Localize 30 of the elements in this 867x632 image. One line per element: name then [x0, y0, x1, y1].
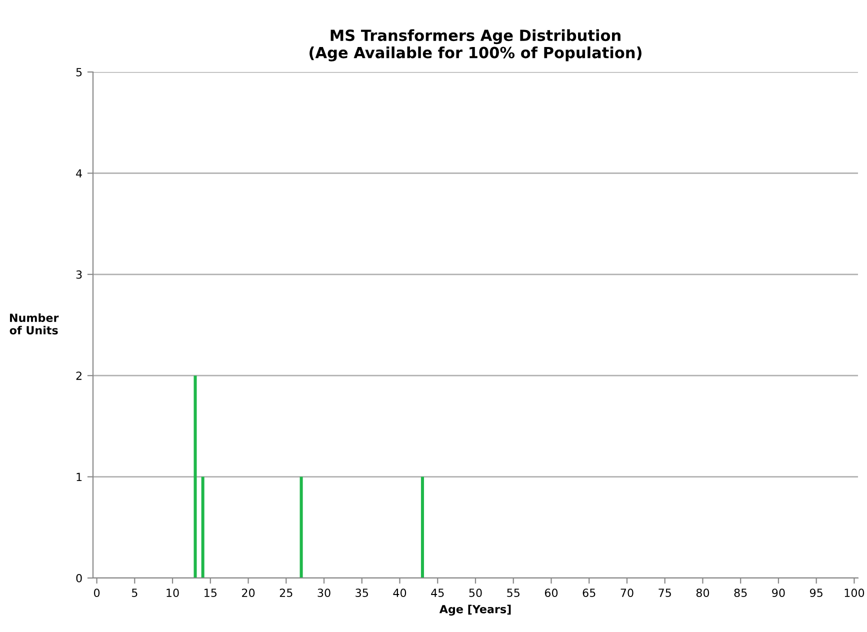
y-tick-label: 0: [76, 574, 82, 582]
x-tick-label: 60: [544, 588, 558, 598]
x-tick-label: 30: [318, 588, 330, 598]
x-tick-label: 15: [204, 588, 216, 598]
x-tick-label: 45: [431, 588, 444, 598]
x-tick-label: 40: [393, 588, 406, 598]
y-tick-label: 4: [76, 169, 82, 178]
x-tick-label: 75: [658, 588, 671, 598]
y-axis-title: Number of Units: [10, 313, 59, 334]
x-tick-label: 50: [469, 588, 482, 598]
x-tick-label: 20: [242, 588, 255, 598]
y-tick-label: 2: [76, 372, 82, 380]
x-tick-label: 100: [844, 588, 864, 598]
x-tick-label: 95: [810, 588, 822, 598]
x-tick-label: 70: [620, 588, 634, 598]
y-tick-label: 1: [76, 472, 82, 482]
x-tick-label: 0: [94, 588, 100, 598]
x-tick-label: 25: [280, 588, 292, 598]
x-tick-label: 5: [132, 588, 138, 598]
x-tick-label: 90: [772, 588, 785, 598]
x-tick-label: 35: [356, 588, 368, 598]
y-tick-label: 3: [76, 270, 82, 279]
y-tick-label: 5: [76, 68, 82, 76]
x-tick-label: 85: [734, 588, 747, 598]
chart-title: MS Transformers Age Distribution (Age Available for 100% of Population): [310, 29, 642, 62]
x-axis-title: Age [Years]: [439, 604, 511, 616]
x-tick-label: 10: [166, 588, 179, 598]
x-tick-label: 80: [696, 588, 710, 598]
x-tick-label: 65: [582, 588, 596, 598]
x-tick-label: 55: [507, 588, 520, 598]
